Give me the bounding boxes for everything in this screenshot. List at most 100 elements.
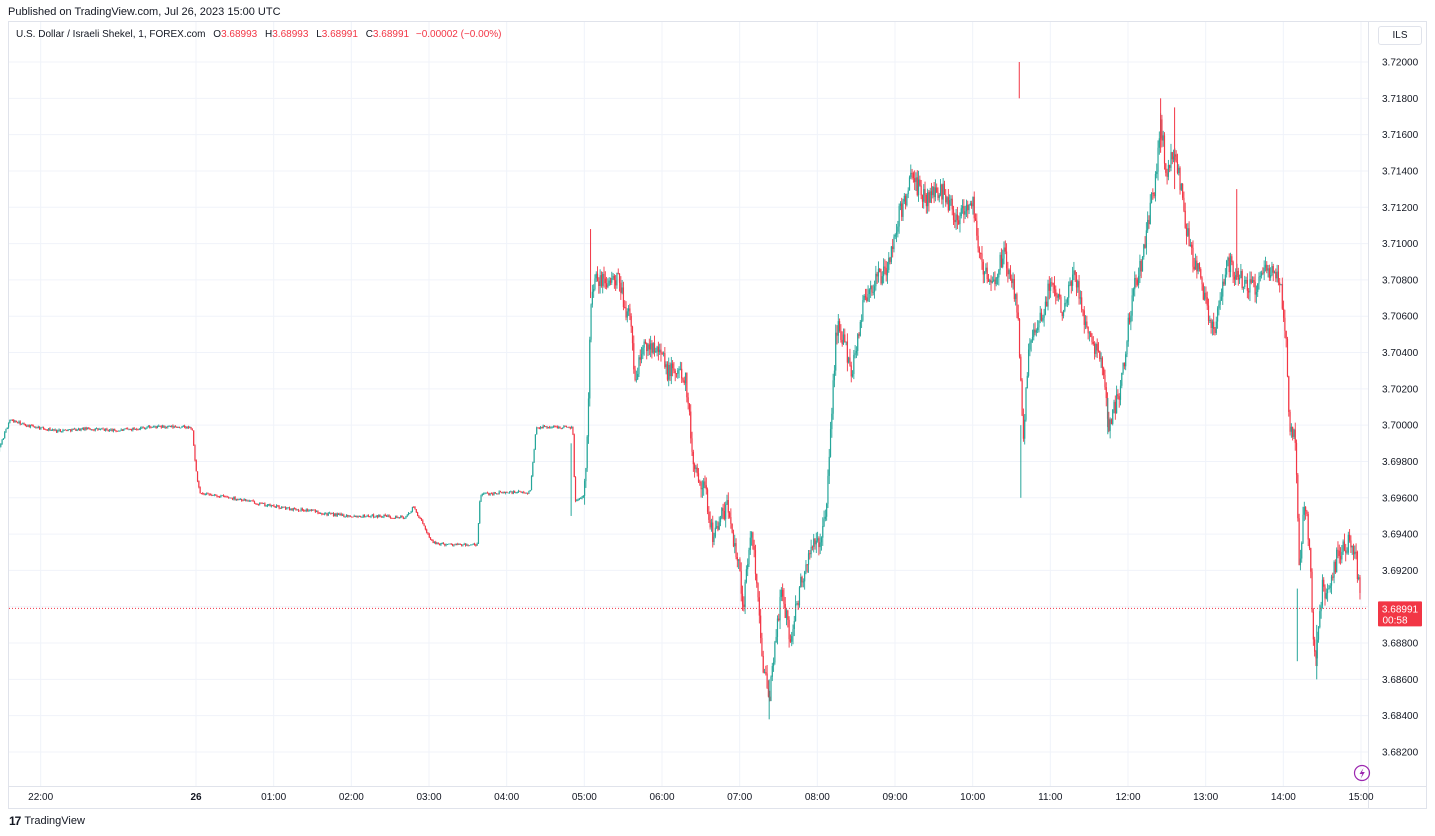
candle-body (807, 553, 810, 565)
tradingview-logo[interactable]: 17 TradingView (9, 814, 85, 828)
candle-body (1086, 321, 1088, 328)
symbol-title[interactable]: U.S. Dollar / Israeli Shekel, 1, FOREX.c… (16, 29, 206, 40)
tradingview-brand: TradingView (24, 815, 85, 827)
candle-body (1266, 264, 1268, 271)
candle-body (1099, 350, 1101, 360)
candle-body (318, 513, 320, 514)
candle-body (828, 456, 830, 476)
candle-body (831, 413, 833, 430)
candle-body (1046, 301, 1048, 307)
candle-body (870, 285, 872, 290)
candle-body (1167, 165, 1169, 177)
candle-body (338, 513, 340, 515)
candle-body (360, 515, 362, 518)
candle-body (1219, 299, 1221, 305)
candle-body (328, 512, 331, 514)
candle-body (907, 190, 909, 195)
candle-body (678, 368, 680, 371)
candle-body (278, 505, 280, 509)
candle-body (659, 349, 661, 353)
candle-body (921, 195, 924, 202)
candle-body (181, 425, 183, 428)
candle-body (647, 344, 649, 351)
candle-body (716, 526, 718, 528)
candle-body (259, 502, 261, 505)
candle-body (19, 421, 21, 425)
candle-body (1060, 296, 1062, 313)
candle-body (1251, 280, 1254, 283)
candle-body (822, 526, 824, 538)
price-tick-label: 3.69400 (1382, 530, 1419, 541)
candle-body (1161, 119, 1163, 141)
candle-body (607, 285, 609, 288)
candle-body (1013, 279, 1015, 300)
candle-body (1149, 202, 1151, 224)
candle-body (127, 428, 129, 430)
candle-body (556, 426, 559, 429)
currency-button[interactable]: ILS (1378, 26, 1422, 45)
candle-body (964, 211, 966, 215)
time-axis[interactable]: 22:00 26 01:00 02:00 03:00 04:00 05:00 06:00 07:… (28, 792, 1374, 803)
candle-body (172, 425, 174, 428)
candle-body (897, 226, 899, 232)
candle-body (1025, 388, 1027, 420)
candle-body (951, 198, 953, 210)
candle-body (559, 426, 561, 429)
candle-body (719, 518, 722, 523)
candle-body (1289, 411, 1291, 432)
candle-body (1308, 539, 1311, 548)
candle-body (441, 542, 443, 544)
candle-body (528, 491, 530, 494)
candle-body (426, 529, 428, 533)
candle-body (1020, 356, 1022, 381)
candle-body (433, 542, 436, 544)
price-tick-label: 3.68800 (1382, 639, 1419, 650)
candle-body (457, 543, 459, 545)
candle-body (722, 508, 724, 511)
candle-body (1088, 332, 1091, 334)
candle-body (616, 272, 618, 286)
candle-body (665, 364, 667, 368)
price-tick-label: 3.71200 (1382, 203, 1419, 214)
price-axis[interactable]: 3.72000 3.71800 3.71600 3.71400 3.71200 3.710… (1382, 58, 1419, 759)
candle-body (996, 277, 999, 279)
candle-body (1134, 277, 1136, 290)
candle-body (273, 505, 275, 507)
candle-body (739, 559, 741, 572)
candle-body (823, 518, 825, 527)
candle-body (703, 481, 705, 489)
candle-body (863, 295, 865, 301)
candle-body (168, 425, 170, 427)
candle-body (934, 187, 936, 198)
lightning-icon[interactable] (1353, 764, 1371, 782)
candle-body (943, 183, 946, 195)
candle-body (1244, 280, 1246, 287)
candle-body (683, 380, 685, 384)
candle-body (841, 339, 843, 345)
candle-body (954, 219, 956, 223)
candle-body (915, 177, 917, 183)
candle-body (547, 427, 549, 429)
candle-body (1315, 651, 1317, 659)
price-tick-label: 3.72000 (1382, 58, 1419, 69)
candle-body (1123, 362, 1125, 367)
candle-body (550, 427, 552, 429)
candle-body (1113, 401, 1115, 410)
candle-body (471, 544, 473, 546)
candle-body (938, 195, 940, 198)
candle-body (838, 321, 841, 331)
candle-body (1224, 274, 1226, 285)
candle-body (391, 517, 393, 519)
candle-body (937, 192, 939, 198)
candle-body (793, 621, 795, 630)
candle-body (1290, 426, 1292, 432)
candle-body (190, 427, 192, 430)
candle-body (48, 428, 50, 431)
candle-body (1303, 506, 1305, 515)
candle-body (398, 517, 401, 519)
candle-body (1002, 258, 1004, 267)
candle-body (789, 639, 792, 642)
candle-body (1246, 279, 1248, 291)
price-tick-label: 3.70000 (1382, 421, 1419, 432)
